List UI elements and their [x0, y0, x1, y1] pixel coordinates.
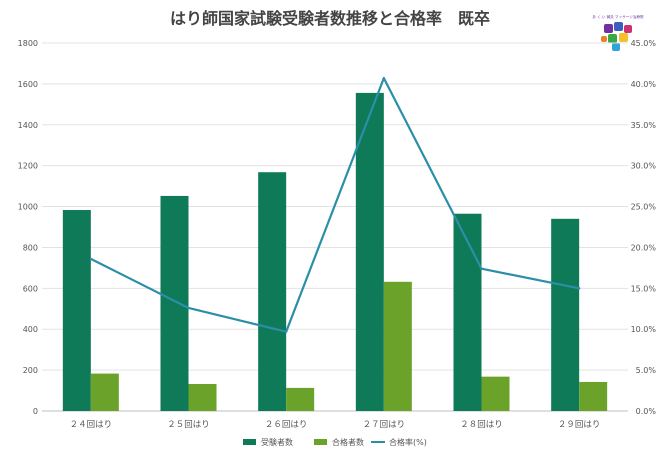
left-axis-tick-label: 1600 [18, 80, 38, 89]
pass-rate-point [187, 306, 190, 310]
right-axis-tick-label: 5.0% [636, 366, 657, 375]
left-axis-tick-label: 1800 [18, 39, 38, 48]
bar-passers [579, 381, 608, 411]
bar-examinees [160, 195, 189, 411]
bar-examinees [62, 210, 91, 411]
pass-rate-point [480, 267, 483, 270]
left-axis-tick-label: 0 [33, 407, 38, 416]
x-axis-tick-label: ２９回はり [558, 420, 601, 430]
left-axis-tick-label: 600 [23, 284, 38, 293]
right-axis-tick-label: 40.0% [631, 80, 657, 89]
legend-swatch [314, 439, 327, 445]
pass-rate-line-group [89, 76, 581, 333]
right-axis-tick-label: 15.0% [631, 284, 657, 293]
bar-passers [481, 376, 510, 411]
bar-passers [90, 373, 119, 411]
x-axis-tick-label: ２６回はり [265, 420, 308, 430]
right-axis-tick-label: 25.0% [631, 203, 657, 212]
left-axis-tick-label: 1400 [18, 121, 38, 130]
right-axis-tick-label: 35.0% [631, 121, 657, 130]
bar-passers [286, 387, 315, 411]
bars [62, 92, 608, 411]
x-axis-tick-label: ２７回はり [363, 420, 406, 430]
legend-label: 受験者数 [261, 437, 293, 447]
right-axis-ticks: 0.0% 5.0% 10.0% 15.0% 20.0% 25.0% 30.0% 35.0% 40… [631, 39, 657, 416]
pass-rate-point [382, 76, 386, 80]
x-axis-tick-label: ２５回はり [167, 420, 210, 430]
x-axis-ticks: ２４回はり ２５回はり ２６回はり ２７回はり ２８回はり ２９回はり [70, 420, 601, 430]
x-axis-tick-label: ２８回はり [460, 420, 503, 430]
right-axis-tick-label: 30.0% [631, 162, 657, 171]
left-axis-tick-label: 400 [23, 325, 38, 334]
legend-label: 合格率(%) [389, 437, 427, 447]
right-axis-tick-label: 10.0% [631, 325, 657, 334]
left-axis-tick-label: 200 [23, 366, 38, 375]
right-axis-tick-label: 45.0% [631, 39, 657, 48]
chart-title: はり師国家試験受験者数推移と合格率 既卒 [170, 9, 490, 28]
bar-passers [383, 281, 412, 411]
x-axis-tick-label: ２４回はり [70, 420, 113, 430]
gridlines [42, 42, 628, 412]
left-axis-tick-label: 1000 [18, 203, 38, 212]
pass-rate-point [577, 287, 581, 290]
legend-label: 合格者数 [332, 437, 364, 447]
clinic-logo: あ く い 鍼灸 マッサージ治療院 [592, 14, 644, 51]
left-axis-tick-label: 1200 [18, 162, 38, 171]
legend-swatch [243, 439, 256, 445]
pass-rate-point [89, 257, 93, 261]
pass-rate-line [90, 77, 580, 333]
bar-examinees [258, 172, 287, 411]
bar-passers [188, 384, 217, 411]
logo-caption: あ く い 鍼灸 マッサージ治療院 [592, 14, 644, 19]
right-axis-tick-label: 0.0% [636, 407, 657, 416]
bar-examinees [551, 218, 580, 411]
left-axis-ticks: 0 200 400 600 800 1000 1200 1400 1600 1800 [18, 39, 38, 416]
legend: 受験者数 合格者数 合格率(%) [243, 437, 427, 447]
bar-examinees [355, 92, 384, 411]
bar-examinees [453, 213, 482, 411]
right-axis-tick-label: 20.0% [631, 243, 657, 252]
left-axis-tick-label: 800 [23, 243, 38, 252]
pass-rate-point [284, 330, 288, 333]
